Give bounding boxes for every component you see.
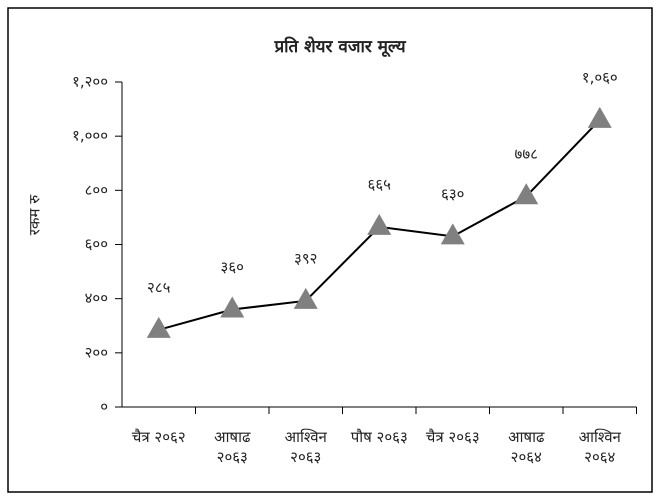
data-label: ३९२ [294, 249, 317, 267]
data-label: ६३० [441, 185, 464, 203]
data-label: ७७८ [515, 145, 538, 163]
x-tick-label: आश्विन २०६३ [284, 428, 327, 466]
x-tick-label: आश्विन २०६४ [578, 428, 621, 466]
y-tick-label: ० [100, 398, 108, 416]
y-tick-label: २०० [85, 343, 108, 361]
x-tick-label: चैत्र २०६२ [131, 428, 186, 446]
data-label: २८५ [147, 278, 171, 296]
data-label: ६६५ [368, 175, 392, 193]
marker [146, 316, 171, 338]
y-tick-label: ६०० [85, 235, 108, 253]
x-tick-label: आषाढ २०६३ [214, 428, 251, 466]
y-axis-label: रकम रु [26, 194, 44, 235]
marker [440, 223, 465, 245]
data-label: ३६० [221, 258, 244, 276]
x-tick-label: आषाढ २०६४ [508, 428, 545, 466]
x-tick-label: चैत्र २०६३ [425, 428, 480, 446]
y-tick-label: ४०० [85, 289, 108, 307]
marker [293, 287, 318, 309]
chart-title: प्रति शेयर वजार मूल्य [273, 36, 406, 58]
x-tick-label: पौष २०६३ [350, 428, 408, 446]
marker [514, 183, 539, 205]
y-tick-label: १,००० [72, 127, 108, 145]
chart-border [7, 7, 653, 493]
marker [220, 296, 245, 318]
y-tick-label: ८०० [85, 181, 108, 199]
marker [587, 106, 612, 128]
y-tick-label: १,२०० [72, 73, 108, 91]
data-label: १,०६० [582, 68, 618, 86]
marker [367, 213, 392, 235]
